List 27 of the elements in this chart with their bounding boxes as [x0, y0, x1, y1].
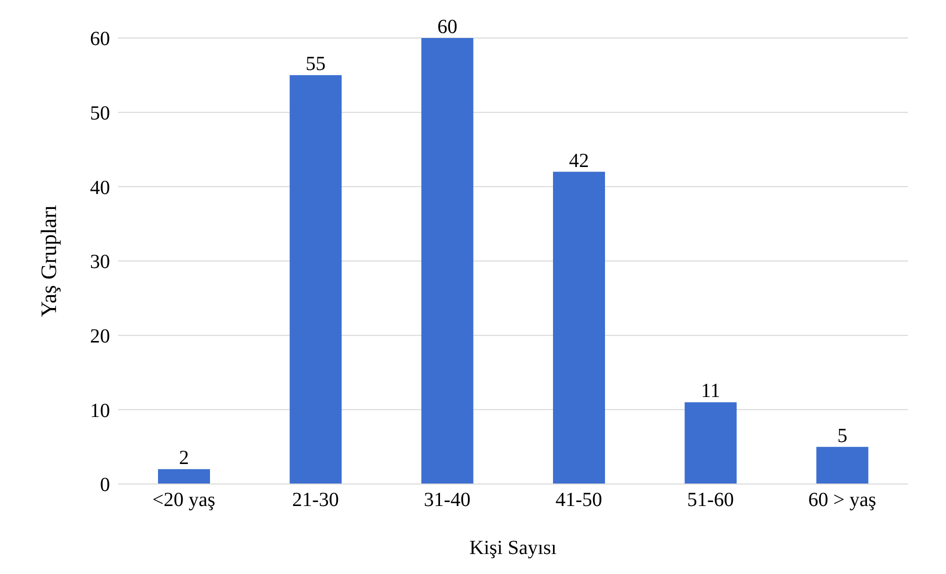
y-tick-label: 10 [90, 400, 110, 422]
x-tick-label: 21-30 [292, 489, 339, 512]
y-tick-label: 30 [90, 251, 110, 274]
x-tick-label: 60 > yaş [808, 489, 876, 512]
y-tick-label: 0 [100, 474, 110, 496]
bar [553, 172, 605, 484]
data-label: 11 [701, 380, 720, 402]
x-tick-label: 51-60 [687, 489, 734, 512]
y-tick-label: 60 [90, 28, 110, 50]
data-label: 55 [306, 53, 326, 76]
y-tick-label: 20 [90, 325, 110, 348]
data-label: 5 [837, 424, 848, 447]
x-tick-label: 41-50 [555, 489, 602, 512]
data-label: 42 [569, 150, 589, 172]
bar [684, 402, 737, 484]
x-axis-title: Kişi Sayısı [469, 537, 558, 559]
x-tick-label: <20 yaş [152, 489, 216, 512]
bar [290, 75, 342, 484]
y-tick-label: 40 [90, 176, 110, 199]
y-tick-label: 50 [90, 102, 110, 124]
y-axis-title: Yaş Grupları [36, 204, 61, 318]
x-tick-label: 31-40 [424, 489, 471, 512]
bar [158, 469, 210, 484]
bar [816, 446, 868, 484]
data-label: 60 [437, 16, 458, 38]
data-label: 2 [179, 447, 189, 470]
bar [421, 38, 474, 484]
